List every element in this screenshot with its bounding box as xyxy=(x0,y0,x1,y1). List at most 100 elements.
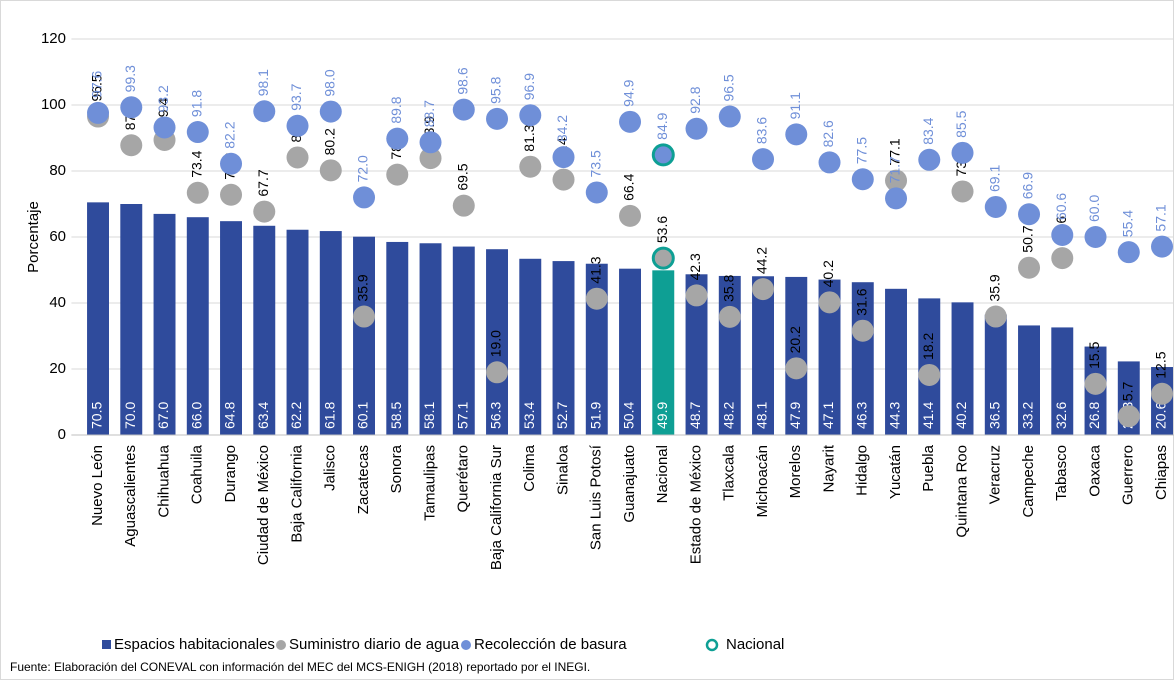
bar xyxy=(885,288,907,435)
legend-swatch xyxy=(276,640,286,650)
dot xyxy=(851,168,874,191)
x-tick-label: Nayarit xyxy=(820,444,837,492)
bar-value-label: 20.6 xyxy=(1153,402,1169,429)
x-tick-label: Aguascalientes xyxy=(122,445,139,547)
dot-value-label: 89.8 xyxy=(388,96,404,123)
dot xyxy=(120,134,143,157)
dot xyxy=(120,96,143,119)
dot xyxy=(220,152,243,175)
bar-value-label: 62.2 xyxy=(288,402,304,429)
y-tick-label: 0 xyxy=(58,426,66,443)
dot xyxy=(386,163,409,186)
dot-value-label: 69.1 xyxy=(986,165,1002,192)
dot-value-label: 35.9 xyxy=(986,274,1002,301)
x-tick-label: Chihuahua xyxy=(155,444,172,517)
x-tick-label: Sonora xyxy=(388,444,405,493)
bar-value-label: 41.4 xyxy=(920,402,936,429)
dot xyxy=(319,159,342,182)
dot xyxy=(419,131,442,154)
dot xyxy=(984,195,1007,218)
dot xyxy=(619,204,642,227)
dot xyxy=(818,291,841,314)
x-tick-label: Zacatecas xyxy=(355,445,372,514)
bar xyxy=(984,314,1007,435)
bar-value-label: 36.5 xyxy=(986,402,1002,429)
dot-value-label: 77.1 xyxy=(887,138,903,165)
x-tick-label: Oaxaca xyxy=(1086,444,1103,496)
dot xyxy=(685,117,708,140)
x-tick-label: Durango xyxy=(222,445,239,503)
dot-value-label: 84.2 xyxy=(554,115,570,142)
dot-value-label: 84.9 xyxy=(654,112,670,139)
x-tick-label: Michoacán xyxy=(754,445,771,518)
dot xyxy=(253,200,276,223)
bar xyxy=(353,236,375,435)
dot xyxy=(353,305,376,328)
bar-value-label: 49.9 xyxy=(654,402,670,429)
dot xyxy=(419,147,442,170)
dot-value-label: 98.6 xyxy=(454,67,470,94)
dot xyxy=(452,98,475,121)
y-tick-label: 100 xyxy=(41,96,66,113)
x-tick-label: Hidalgo xyxy=(854,445,871,496)
bar-value-label: 32.6 xyxy=(1053,402,1069,429)
bar-value-label: 33.2 xyxy=(1020,402,1036,429)
dot-value-label: 96.9 xyxy=(521,73,537,100)
x-tick-label: Nuevo León xyxy=(89,445,106,526)
dot xyxy=(918,363,941,386)
bar-value-label: 48.7 xyxy=(687,402,703,429)
dot xyxy=(918,148,941,171)
dot-value-label: 66.9 xyxy=(1020,172,1036,199)
bar xyxy=(186,217,209,435)
bar-value-label: 61.8 xyxy=(321,402,337,429)
bar-value-label: 63.4 xyxy=(255,402,271,429)
bar xyxy=(951,302,974,435)
bar xyxy=(87,202,109,435)
dot-value-label: 53.6 xyxy=(654,216,670,243)
dot-value-label: 82.2 xyxy=(222,121,238,148)
dot-value-label: 40.2 xyxy=(820,260,836,287)
bar-value-label: 58.1 xyxy=(421,402,437,429)
dot xyxy=(951,180,974,203)
dot xyxy=(651,246,675,270)
y-axis-label: Porcentaje xyxy=(25,201,42,273)
y-tick-label: 40 xyxy=(49,294,66,311)
bar xyxy=(386,241,409,435)
dot-value-label: 15.5 xyxy=(1086,341,1102,368)
x-tick-label: Sinaloa xyxy=(554,444,571,495)
dot-value-label: 69.5 xyxy=(454,163,470,190)
dot-value-label: 50.7 xyxy=(1020,225,1036,252)
bar-value-label: 51.9 xyxy=(587,402,603,429)
dot-value-label: 5.7 xyxy=(1119,382,1135,402)
dot xyxy=(1084,226,1107,248)
bar-value-label: 64.8 xyxy=(222,402,238,429)
bar xyxy=(419,243,442,435)
dot xyxy=(1051,224,1074,247)
dot xyxy=(153,116,176,139)
dot xyxy=(619,110,642,133)
dot xyxy=(286,146,309,169)
dot xyxy=(685,284,708,307)
dot xyxy=(452,194,475,217)
bar xyxy=(851,282,874,435)
y-tick-label: 120 xyxy=(41,30,66,47)
dot-value-label: 35.9 xyxy=(355,274,371,301)
dot-value-label: 73.4 xyxy=(188,150,204,177)
x-tick-label: San Luis Potosí xyxy=(588,444,605,550)
dot xyxy=(752,148,775,171)
x-tick-label: Chiapas xyxy=(1153,445,1170,500)
dot xyxy=(651,143,675,167)
x-tick-label: Nacional xyxy=(654,445,671,503)
y-tick-label: 80 xyxy=(49,162,66,179)
dot-value-label: 57.1 xyxy=(1153,204,1169,231)
dot-value-label: 66.4 xyxy=(621,173,637,200)
x-tick-label: Quintana Roo xyxy=(953,445,970,538)
legend-label: Nacional xyxy=(726,636,784,653)
x-tick-label: Veracruz xyxy=(987,445,1004,504)
bar xyxy=(286,229,309,435)
x-tick-label: Campeche xyxy=(1020,445,1037,518)
bar-value-label: 47.9 xyxy=(787,402,803,429)
dot xyxy=(818,151,841,174)
legend-swatch xyxy=(102,640,111,649)
